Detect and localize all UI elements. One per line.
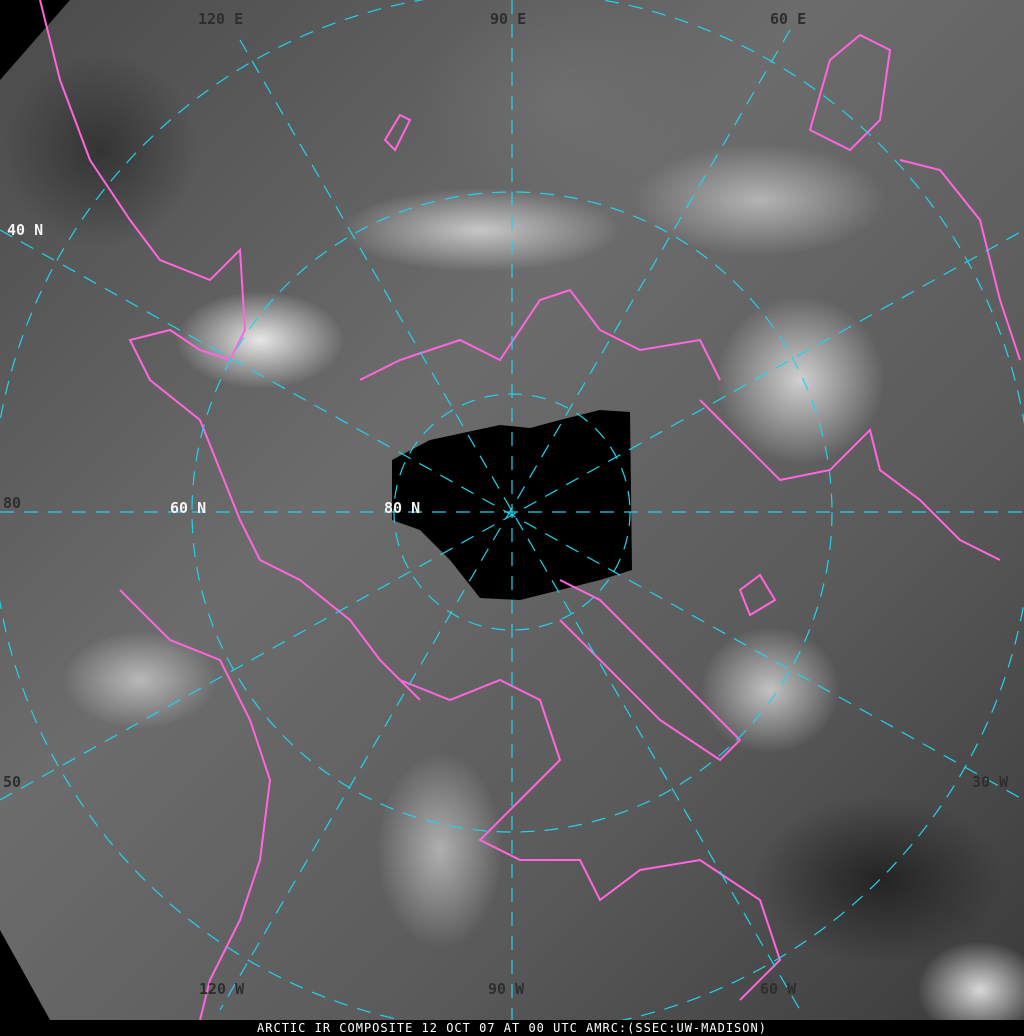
parallel-80n xyxy=(393,393,631,631)
no-data-corner-bottom-left xyxy=(0,930,50,1020)
meridian-120e-60w xyxy=(239,39,801,1011)
coastline-iceland xyxy=(738,573,777,617)
meridian-30-150 xyxy=(0,229,1024,801)
label-80-left: 80 xyxy=(3,494,22,512)
label-120e: 120 E xyxy=(198,10,244,28)
label-50-left: 50 xyxy=(3,773,22,791)
coastline-scandinavia xyxy=(899,159,1021,361)
label-60n: 60 N xyxy=(170,499,207,517)
coastline-greenland xyxy=(559,579,742,762)
parallel-70n xyxy=(191,191,833,833)
label-80n: 80 N xyxy=(384,499,421,517)
image-caption: ARCTIC IR COMPOSITE 12 OCT 07 AT 00 UTC … xyxy=(0,1020,1024,1036)
coastline-north-america-west xyxy=(119,589,272,1020)
coastlines xyxy=(39,0,1021,1020)
coastline-kamchatka xyxy=(383,113,412,152)
label-120w: 120 W xyxy=(199,980,245,998)
coastline-caspian xyxy=(808,33,892,152)
no-data-corner-top-left xyxy=(0,0,70,80)
label-90e: 90 E xyxy=(490,10,527,28)
label-30w: 30 W xyxy=(972,773,1009,791)
label-60e: 60 E xyxy=(770,10,807,28)
coastline-europe xyxy=(699,399,1001,561)
coastline-asia xyxy=(39,0,421,701)
meridian-60e-120w xyxy=(219,29,791,1011)
label-60w: 60 W xyxy=(760,980,797,998)
label-40n: 40 N xyxy=(7,221,44,239)
coastline-canada xyxy=(399,678,782,1001)
coastline-siberia xyxy=(359,288,721,381)
label-90w: 90 W xyxy=(488,980,525,998)
